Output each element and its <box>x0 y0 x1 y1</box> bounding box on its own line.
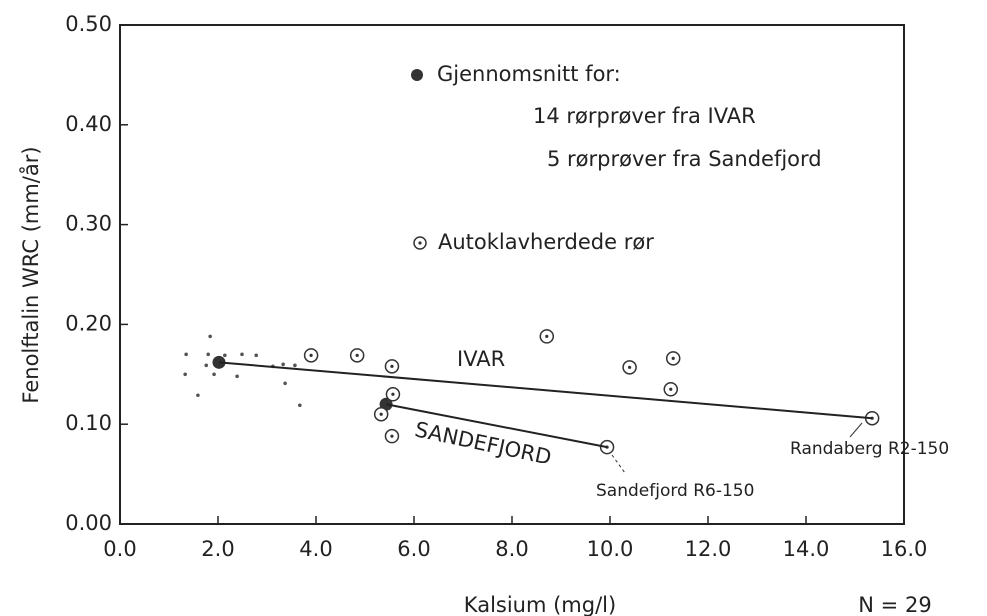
marker-part <box>669 387 673 391</box>
marker-part <box>390 364 394 368</box>
annotation: Randaberg R2-150 <box>790 439 949 459</box>
legend-label: Autoklavherdede rør <box>438 230 654 254</box>
sample-dot <box>184 352 188 357</box>
y-tick-label: 0.30 <box>65 212 112 236</box>
x-tick-label: 16.0 <box>881 537 928 561</box>
marker-part <box>671 356 675 360</box>
legend-marker <box>418 241 422 245</box>
annotation: Sandefjord R6-150 <box>596 481 754 501</box>
sample-dot <box>212 372 216 377</box>
sample-dot <box>183 372 187 377</box>
autoclave-point <box>622 360 637 375</box>
leader-line <box>849 422 863 438</box>
x-tick-label: 12.0 <box>685 537 732 561</box>
trend-line <box>218 361 873 420</box>
y-tick-label: 0.10 <box>65 411 112 435</box>
autoclave-point <box>665 351 681 366</box>
trend-line <box>385 403 608 449</box>
sample-dot <box>223 353 227 358</box>
sample-dot <box>206 352 210 357</box>
series-label: IVAR <box>457 347 505 371</box>
autoclave-point <box>303 348 319 363</box>
x-tick-label: 6.0 <box>397 537 430 561</box>
y-tick-label: 0.50 <box>65 12 112 36</box>
x-tick-label: 10.0 <box>587 537 634 561</box>
y-tick-label: 0.40 <box>65 112 112 136</box>
autoclave-point <box>349 348 365 363</box>
sample-dot <box>235 374 239 379</box>
y-tick-label: 0.00 <box>65 511 112 535</box>
marker-part <box>628 365 632 369</box>
marker-part <box>545 334 549 338</box>
legend-note: 14 rørprøver fra IVAR <box>533 104 756 128</box>
sample-dot <box>298 403 302 408</box>
series-label: SANDEFJORD <box>413 417 554 469</box>
sample-dot <box>254 353 259 358</box>
x-tick-label: 0.0 <box>103 537 136 561</box>
y-axis-label: Fenolftalin WRC (mm/år) <box>18 146 43 403</box>
marker-part <box>309 353 313 357</box>
leader-line <box>611 454 626 474</box>
sample-dot <box>196 393 200 398</box>
autoclave-point <box>373 406 389 422</box>
marker-part <box>390 434 394 438</box>
marker-part <box>391 392 395 396</box>
y-tick-label: 0.20 <box>65 311 112 335</box>
autoclave-point <box>663 382 679 397</box>
x-axis-label: Kalsium (mg/l) <box>464 593 616 616</box>
marker-part <box>355 353 359 357</box>
legend-marker <box>411 69 423 81</box>
autoclave-point <box>539 329 555 344</box>
annotation: N = 29 <box>858 593 931 616</box>
sample-dot <box>208 334 212 339</box>
sample-dot <box>293 363 297 368</box>
x-tick-label: 14.0 <box>783 537 830 561</box>
autoclave-point <box>384 359 400 374</box>
sample-dot <box>204 363 209 368</box>
x-tick-label: 4.0 <box>299 537 332 561</box>
sample-dot <box>283 381 287 386</box>
legend-note: 5 rørprøver fra Sandefjord <box>547 147 822 171</box>
x-tick-label: 2.0 <box>201 537 234 561</box>
autoclave-point <box>384 428 400 444</box>
legend-marker <box>413 236 427 250</box>
autoclave-point <box>385 387 401 402</box>
legend-label: Gjennomsnitt for: <box>437 62 621 86</box>
sample-dot <box>240 352 244 357</box>
sample-dot <box>281 362 285 367</box>
x-tick-label: 8.0 <box>495 537 528 561</box>
marker-part <box>379 412 383 416</box>
